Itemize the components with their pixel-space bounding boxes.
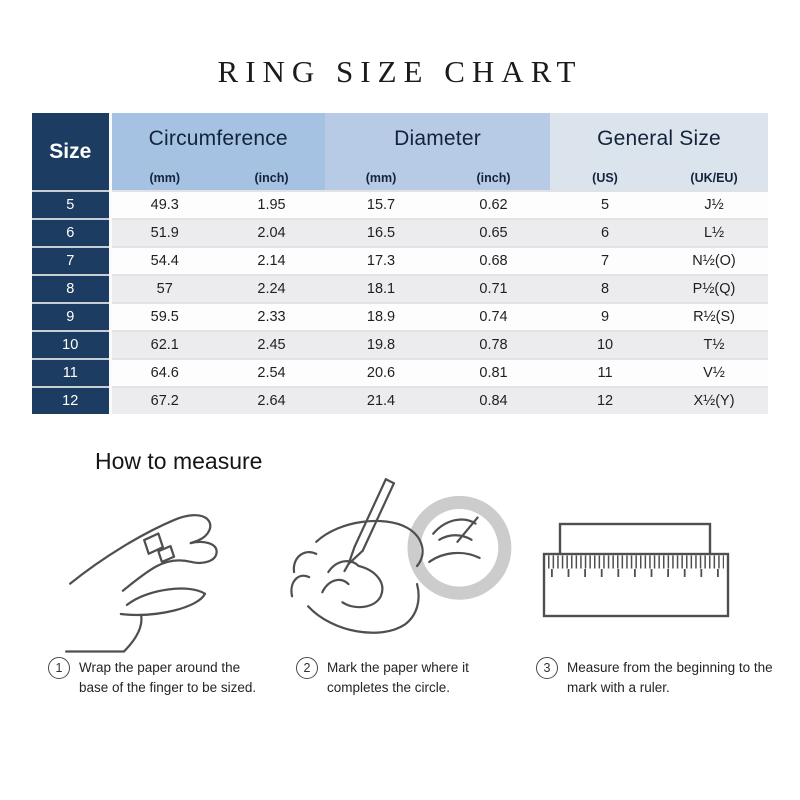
cell-circ-inch: 2.45 [218,330,325,359]
page-title: RING SIZE CHART [217,54,583,89]
column-header-size: Size [32,113,112,191]
cell-dia-mm: 17.3 [325,246,437,275]
cell-dia-mm: 16.5 [325,218,437,247]
hand-with-paper-strip-illustration [56,486,284,661]
table-row: 8 57 2.24 18.1 0.71 8 P½(Q) [32,274,769,303]
cell-dia-mm: 20.6 [325,358,437,387]
cell-uk-eu: V½ [660,358,769,387]
cell-circ-inch: 2.54 [218,358,325,387]
step-1-number-badge: 1 [48,657,70,679]
cell-us: 5 [550,190,661,219]
cell-uk-eu: T½ [660,330,769,359]
cell-circ-inch: 2.64 [218,386,325,414]
measure-step-2: 2 Mark the paper where it completes the … [296,657,492,697]
cell-size: 11 [32,358,112,387]
step-3-text: Measure from the beginning to the mark w… [567,660,773,695]
cell-size: 8 [32,274,112,303]
subheader-uk-eu: (UK/EU) [660,165,769,191]
cell-size: 9 [32,302,112,331]
table-row: 9 59.5 2.33 18.9 0.74 9 R½(S) [32,302,769,331]
cell-circ-mm: 67.2 [110,386,218,414]
table-row: 12 67.2 2.64 21.4 0.84 12 X½(Y) [32,386,769,414]
cell-circ-inch: 2.24 [218,274,325,303]
cell-dia-inch: 0.74 [437,302,551,331]
cell-dia-inch: 0.81 [437,358,551,387]
ruler-illustration-icon [542,522,730,618]
cell-dia-inch: 0.62 [437,190,551,219]
cell-dia-inch: 0.65 [437,218,551,247]
cell-dia-mm: 15.7 [325,190,437,219]
table-row: 7 54.4 2.14 17.3 0.68 7 N½(O) [32,246,769,275]
cell-dia-mm: 19.8 [325,330,437,359]
table-body: 5 49.3 1.95 15.7 0.62 5 J½ 6 51.9 2.04 1… [32,190,769,414]
cell-size: 10 [32,330,112,359]
table-row: 11 64.6 2.54 20.6 0.81 11 V½ [32,358,769,387]
cell-circ-inch: 2.04 [218,218,325,247]
cell-circ-mm: 49.3 [110,190,218,219]
cell-uk-eu: X½(Y) [660,386,769,414]
cell-us: 7 [550,246,661,275]
cell-size: 5 [32,190,112,219]
pen-hand-illustration-icon [290,478,512,634]
cell-us: 8 [550,274,661,303]
cell-us: 6 [550,218,661,247]
cell-circ-mm: 62.1 [110,330,218,359]
cell-dia-mm: 18.9 [325,302,437,331]
magnifier-ring [407,495,512,600]
ring-size-table: Size Circumference Diameter General Size… [32,113,769,414]
ruler-illustration [538,498,778,648]
cell-uk-eu: P½(Q) [660,274,769,303]
step-2-number-badge: 2 [296,657,318,679]
cell-size: 7 [32,246,112,275]
subheader-circumference-mm: (mm) [110,165,218,191]
table-row: 6 51.9 2.04 16.5 0.65 6 L½ [32,218,769,247]
subheader-diameter-inch: (inch) [437,165,551,191]
cell-circ-mm: 54.4 [110,246,218,275]
measure-step-3: 3 Measure from the beginning to the mark… [536,657,779,697]
cell-uk-eu: J½ [660,190,769,219]
step-3-number-badge: 3 [536,657,558,679]
cell-us: 12 [550,386,661,414]
column-group-diameter: Diameter [325,113,551,165]
cell-uk-eu: L½ [660,218,769,247]
cell-dia-inch: 0.71 [437,274,551,303]
cell-circ-inch: 2.33 [218,302,325,331]
subheader-us: (US) [550,165,661,191]
subheader-circumference-inch: (inch) [218,165,325,191]
cell-size: 6 [32,218,112,247]
cell-circ-inch: 2.14 [218,246,325,275]
table-row: 5 49.3 1.95 15.7 0.62 5 J½ [32,190,769,219]
hand-marking-with-pen-illustration [286,472,528,664]
cell-us: 11 [550,358,661,387]
cell-circ-mm: 59.5 [110,302,218,331]
column-group-general-size: General Size [550,113,769,165]
step-1-text: Wrap the paper around the base of the fi… [79,660,257,695]
cell-dia-mm: 18.1 [325,274,437,303]
column-group-circumference: Circumference [110,113,325,165]
step-2-text: Mark the paper where it completes the ci… [327,660,469,695]
cell-uk-eu: N½(O) [660,246,769,275]
cell-circ-mm: 57 [110,274,218,303]
subheader-diameter-mm: (mm) [325,165,437,191]
cell-circ-inch: 1.95 [218,190,325,219]
cell-circ-mm: 51.9 [110,218,218,247]
paper-strip [558,522,712,558]
cell-us: 9 [550,302,661,331]
measure-step-1: 1 Wrap the paper around the base of the … [48,657,261,697]
cell-us: 10 [550,330,661,359]
table-header: Size Circumference Diameter General Size… [32,113,769,191]
cell-uk-eu: R½(S) [660,302,769,331]
cell-dia-inch: 0.68 [437,246,551,275]
cell-dia-mm: 21.4 [325,386,437,414]
cell-dia-inch: 0.78 [437,330,551,359]
cell-size: 12 [32,386,112,414]
cell-circ-mm: 64.6 [110,358,218,387]
table-row: 10 62.1 2.45 19.8 0.78 10 T½ [32,330,769,359]
how-to-measure-heading: How to measure [95,448,263,474]
cell-dia-inch: 0.84 [437,386,551,414]
hand-illustration-icon [65,514,218,653]
